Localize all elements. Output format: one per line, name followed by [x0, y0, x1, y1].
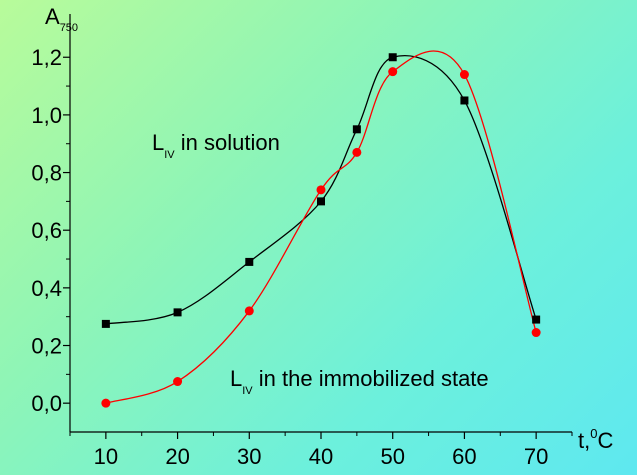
x-tick-label: 30: [237, 444, 261, 469]
x-tick-label: 50: [380, 444, 404, 469]
data-point-square: [173, 308, 182, 317]
annotation-immobilized: LIV in the immobilized state: [230, 366, 489, 397]
y-axis-title-sub: 750: [60, 22, 78, 34]
axes: 0,0 0,2 0,4 0,6 0,8 1,0 1,2 10 20 30 40 50 60 70: [31, 14, 573, 469]
y-axis-title-main: A: [45, 4, 60, 29]
data-point-square: [460, 96, 469, 105]
y-tick-label: 0,0: [31, 391, 62, 416]
markers: [101, 53, 541, 408]
annotation-solution: LIV in solution: [152, 130, 280, 161]
x-axis-title-sup: 0: [590, 426, 597, 441]
annotation-immobilized-rest: in the immobilized state: [253, 366, 489, 391]
x-axis-title-unit: C: [597, 428, 613, 453]
data-point-circle: [316, 185, 326, 195]
x-tick-label: 70: [524, 444, 548, 469]
data-point-circle: [352, 147, 362, 157]
x-tick-label: 40: [309, 444, 333, 469]
curves: [105, 50, 537, 404]
data-point-square: [101, 319, 110, 328]
y-tick-label: 0,2: [31, 334, 62, 359]
data-point-square: [317, 197, 325, 206]
y-tick-label: 1,2: [31, 45, 62, 70]
data-point-circle: [388, 67, 398, 77]
x-tick-label: 10: [94, 444, 118, 469]
data-point-square: [532, 315, 541, 324]
y-tick-label: 0,8: [31, 161, 62, 186]
y-tick-label: 0,6: [31, 218, 62, 243]
data-point-square: [352, 125, 361, 134]
annotation-immobilized-main: L: [230, 366, 242, 391]
annotation-solution-sub: IV: [164, 149, 175, 161]
y-tick-label: 1,0: [31, 103, 62, 128]
x-tick-label: 60: [452, 444, 476, 469]
data-point-square: [245, 257, 254, 266]
annotation-solution-main: L: [152, 130, 164, 155]
x-axis-title: t,0C: [578, 426, 613, 453]
y-tick-label: 0,4: [31, 276, 62, 301]
annotation-immobilized-sub: IV: [242, 385, 253, 397]
y-axis-title: A750: [45, 4, 78, 34]
data-point-square: [388, 53, 397, 62]
series-line: [105, 50, 537, 404]
series-line: [105, 55, 537, 325]
x-axis-title-main: t,: [578, 428, 590, 453]
x-tick-label: 20: [165, 444, 189, 469]
data-point-circle: [531, 328, 541, 338]
data-point-circle: [101, 398, 111, 408]
data-point-circle: [173, 377, 183, 387]
data-point-circle: [459, 70, 469, 80]
data-point-circle: [244, 306, 254, 316]
annotation-solution-rest: in solution: [175, 130, 280, 155]
